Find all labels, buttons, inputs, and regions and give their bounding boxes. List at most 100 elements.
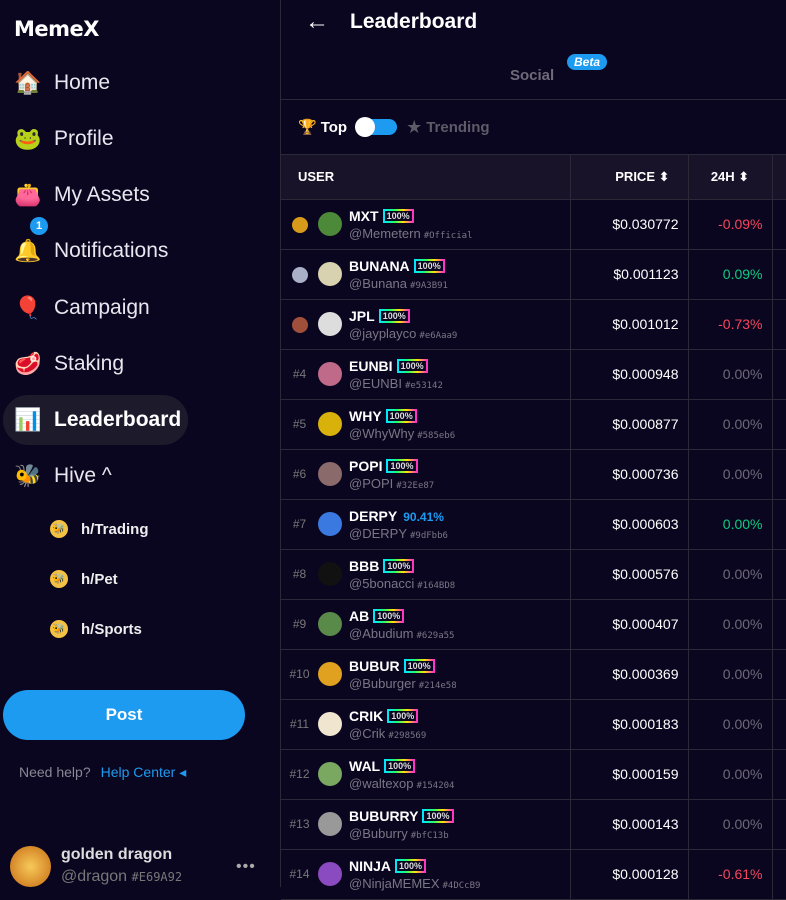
change-24h: 0.00%	[688, 399, 773, 450]
avatar	[318, 262, 342, 286]
top-label[interactable]: Top	[320, 118, 348, 136]
handle: @Bunana	[349, 275, 408, 291]
sidebar-item-notifications[interactable]: 🔔 1 Notifications	[3, 217, 168, 276]
change-24h: 0.00%	[688, 499, 773, 550]
col-24h[interactable]: 24H ⬍	[688, 155, 773, 200]
sidebar-item-home[interactable]: 🏠 Home	[3, 58, 110, 108]
price: $0.001123	[570, 249, 689, 300]
hive-item[interactable]: 🐝 h/Trading	[50, 514, 149, 544]
help-center-link[interactable]: Help Center ◂	[100, 764, 187, 780]
table-row[interactable]: MXT 100% @Memetern #Official $0.030772 -0.09%	[281, 199, 786, 250]
help-section: Need help? Help Center ◂	[19, 764, 186, 781]
sidebar-label: Campaign	[54, 296, 150, 319]
price: $0.000877	[570, 399, 689, 450]
handle: @Abudium	[349, 625, 414, 641]
tag: #e6Aaa9	[419, 330, 458, 341]
progress-badge: 90.41%	[403, 509, 444, 524]
table-row[interactable]: #11 CRIK 100% @Crik #298569 $0.000183 0.00%	[281, 699, 786, 750]
sidebar-label: Profile	[54, 127, 114, 150]
progress-badge: 100%	[383, 558, 415, 573]
table-row[interactable]: #9 AB 100% @Abudium #629a55 $0.000407 0.00%	[281, 599, 786, 650]
progress-badge: 100%	[378, 308, 410, 323]
table-row[interactable]: #10 BUBUR 100% @Buburger #214e58 $0.000369 0.0…	[281, 649, 786, 700]
progress-badge: 100%	[384, 758, 416, 773]
sidebar-item-leaderboard[interactable]: 📊 Leaderboard	[3, 395, 188, 445]
table-row[interactable]: #4 EUNBI 100% @EUNBI #e53142 $0.000948 0.00%	[281, 349, 786, 400]
table-row[interactable]: #14 NINJA 100% @NinjaMEMEX #4DCcB9 $0.000128-…	[281, 849, 786, 900]
tag: #32Ee87	[396, 480, 435, 491]
extra-cell	[772, 299, 786, 350]
handle: @WhyWhy	[349, 425, 415, 441]
rank: #14	[289, 867, 310, 881]
rank: #4	[292, 367, 307, 381]
tab-social[interactable]: Social	[510, 67, 555, 84]
sidebar-item-hive[interactable]: 🐝 Hive ^	[3, 451, 112, 501]
token-name: DERPY	[349, 507, 398, 524]
handle: @POPI	[349, 475, 394, 491]
avatar	[10, 846, 51, 887]
extra-cell	[772, 699, 786, 750]
price: $0.000369	[570, 649, 689, 700]
current-user[interactable]: golden dragon @dragon #E69A92	[10, 846, 182, 887]
tag: #214e58	[418, 680, 457, 691]
token-name: BUBUR	[349, 657, 400, 674]
avatar	[318, 412, 342, 436]
table-row[interactable]: #13 BUBURRY 100% @Buburry #bfC13b $0.000143 0.…	[281, 799, 786, 850]
sidebar-label: Home	[54, 71, 111, 94]
progress-badge: 100%	[403, 658, 435, 673]
price: $0.000576	[570, 549, 689, 600]
change-24h: 0.00%	[688, 799, 773, 850]
avatar	[318, 712, 342, 736]
extra-cell	[772, 399, 786, 450]
handle: @Crik	[349, 725, 386, 741]
table-row[interactable]: #6 POPI 100% @POPI #32Ee87 $0.000736 0.00%	[281, 449, 786, 500]
table-row[interactable]: #8 BBB 100% @5bonacci #164BD8 $0.000576 0.00%	[281, 549, 786, 600]
table-row[interactable]: #5 WHY 100% @WhyWhy #585eb6 $0.000877 0.00%	[281, 399, 786, 450]
tag: #bfC13b	[410, 830, 449, 841]
col-price[interactable]: PRICE ⬍	[570, 155, 689, 200]
extra-cell	[772, 849, 786, 900]
memex-logo[interactable]: MemeX	[14, 17, 99, 41]
top-trending-toggle[interactable]	[355, 117, 398, 137]
sidebar-icon: 🔔	[14, 238, 42, 263]
handle: @5bonacci	[349, 575, 415, 591]
hive-item[interactable]: 🐝 h/Pet	[50, 564, 118, 594]
bee-icon: 🐝	[50, 620, 68, 638]
token-name: WAL	[349, 757, 381, 774]
price: $0.000159	[570, 749, 689, 800]
tag: #164BD8	[417, 580, 456, 591]
table-row[interactable]: #7 DERPY 90.41% @DERPY #9dFbb6 $0.000603 0.00%	[281, 499, 786, 550]
user-name: golden dragon	[61, 846, 173, 863]
sidebar-item-campaign[interactable]: 🎈 Campaign	[3, 283, 150, 333]
rank: #13	[289, 817, 310, 831]
sidebar-icon: 🐝	[14, 463, 42, 488]
sidebar-item-profile[interactable]: 🐸 Profile	[3, 114, 114, 164]
sidebar-item-my-assets[interactable]: 👛 My Assets	[3, 170, 149, 220]
more-options-icon[interactable]: •••	[236, 858, 256, 875]
extra-cell	[772, 199, 786, 250]
price: $0.001012	[570, 299, 689, 350]
handle: @Memetern	[349, 225, 421, 241]
progress-badge: 100%	[422, 808, 454, 823]
extra-cell	[772, 249, 786, 300]
change-24h: 0.00%	[688, 749, 773, 800]
table-row[interactable]: #12 WAL 100% @waltexop #154204 $0.000159 0.00%	[281, 749, 786, 800]
trending-label[interactable]: Trending	[426, 118, 490, 136]
table-row[interactable]: JPL 100% @jayplayco #e6Aaa9 $0.001012 -0.73%	[281, 299, 786, 350]
post-button[interactable]: Post	[3, 690, 245, 740]
sidebar-label: Staking	[54, 352, 125, 375]
rank: #9	[292, 617, 307, 631]
sidebar-label: Hive ^	[54, 464, 112, 487]
handle: @waltexop	[349, 775, 414, 791]
token-name: CRIK	[349, 707, 384, 724]
avatar	[318, 512, 342, 536]
table-row[interactable]: BUNANA 100% @Bunana #9A3B91 $0.001123 0.09%	[281, 249, 786, 300]
tag: #9A3B91	[410, 280, 448, 291]
extra-cell	[772, 649, 786, 700]
tag: #629a55	[416, 630, 455, 641]
sidebar-item-staking[interactable]: 🥩 Staking	[3, 339, 124, 389]
extra-cell	[772, 599, 786, 650]
extra-cell	[772, 499, 786, 550]
hive-item[interactable]: 🐝 h/Sports	[50, 614, 142, 644]
back-arrow-icon[interactable]: ←	[305, 8, 329, 35]
